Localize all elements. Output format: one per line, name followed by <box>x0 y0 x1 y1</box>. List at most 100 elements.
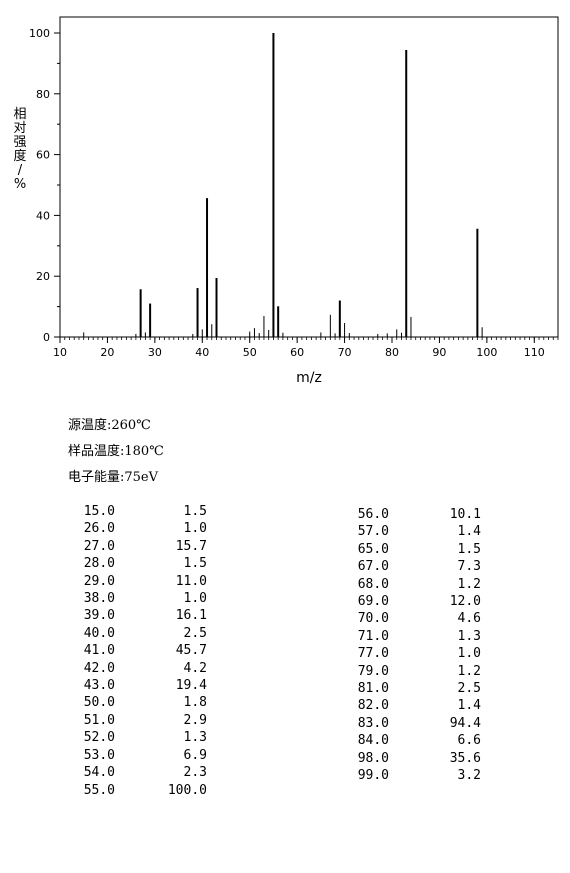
abundance-value: 1.5 <box>183 504 207 519</box>
mz-value: 42.0 <box>83 660 115 676</box>
table-row: 82.0 1.4 <box>354 697 481 714</box>
abundance-value: 94.4 <box>449 715 481 731</box>
mz-value: 50.0 <box>83 695 115 711</box>
sample-temperature: 样品温度:180℃ <box>68 444 164 459</box>
y-axis-label: 相对强度/% <box>13 107 26 192</box>
abundance-value: 7.3 <box>457 559 481 575</box>
table-row: 40.0 2.5 <box>80 625 207 642</box>
table-row: 79.0 1.2 <box>354 663 481 680</box>
abundance-value: 4.2 <box>183 660 207 676</box>
abundance-value: 1.3 <box>457 628 481 644</box>
table-row: 77.0 1.0 <box>354 645 481 662</box>
x-tick-label: 100 <box>476 346 497 359</box>
table-row: 84.0 6.6 <box>354 732 481 749</box>
table-row: 26.0 1.0 <box>80 520 207 537</box>
x-tick-label: 70 <box>338 346 352 359</box>
table-row: 71.0 1.3 <box>354 628 481 645</box>
abundance-value: 1.3 <box>183 730 207 746</box>
y-tick-label: 20 <box>36 270 50 283</box>
mass-spectrum-chart: 10 20 30 40 50 60 70 80 90 100 110 0 20 40 60 80 100 m/… <box>13 16 559 386</box>
mz-value: 52.0 <box>83 730 115 746</box>
table-row: 67.0 7.3 <box>354 558 481 575</box>
mz-value: 99.0 <box>357 768 389 784</box>
x-tick-label: 10 <box>53 346 67 359</box>
y-tick-label: 40 <box>36 209 50 222</box>
abundance-value: 10.1 <box>449 507 481 522</box>
plot-frame <box>59 16 559 338</box>
table-row: 39.0 16.1 <box>80 607 207 624</box>
table-row: 15.0 1.5 <box>80 503 207 520</box>
mz-value: 54.0 <box>83 765 115 781</box>
table-row: 52.0 1.3 <box>80 729 207 746</box>
table-row: 69.0 12.0 <box>354 593 481 610</box>
mz-value: 82.0 <box>357 698 389 714</box>
y-tick-label: 100 <box>29 27 50 40</box>
abundance-value: 19.4 <box>175 678 207 694</box>
abundance-value: 2.9 <box>183 712 207 728</box>
abundance-value: 3.2 <box>457 768 481 784</box>
abundance-value: 2.3 <box>183 765 207 781</box>
mz-value: 51.0 <box>83 712 115 728</box>
abundance-value: 1.2 <box>457 576 481 592</box>
mz-value: 56.0 <box>357 507 389 522</box>
table-row: 41.0 45.7 <box>80 642 207 659</box>
mz-value: 79.0 <box>357 663 389 679</box>
abundance-value: 35.6 <box>449 750 481 766</box>
table-row: 99.0 3.2 <box>354 767 481 784</box>
abundance-value: 1.0 <box>183 521 207 537</box>
table-row: 65.0 1.5 <box>354 541 481 558</box>
table-row: 54.0 2.3 <box>80 764 207 781</box>
table-row: 56.0 10.1 <box>354 506 481 523</box>
electron-energy: 电子能量:75eV <box>68 470 159 485</box>
mz-value: 77.0 <box>357 646 389 662</box>
abundance-value: 11.0 <box>175 573 207 589</box>
abundance-value: 16.1 <box>175 608 207 624</box>
peak-table-right: 56.0 10.1 57.0 1.4 65.0 1.5 67.0 7.3 68.0 1.2 69.0… <box>354 506 481 785</box>
abundance-value: 2.5 <box>183 625 207 641</box>
mz-value: 69.0 <box>357 594 389 610</box>
abundance-value: 100.0 <box>167 782 207 798</box>
table-row: 98.0 35.6 <box>354 750 481 767</box>
abundance-value: 6.6 <box>457 733 481 749</box>
table-row: 28.0 1.5 <box>80 555 207 572</box>
table-row: 83.0 94.4 <box>354 715 481 732</box>
abundance-value: 1.8 <box>183 695 207 711</box>
mz-value: 38.0 <box>83 591 115 607</box>
x-tick-label: 110 <box>524 346 545 359</box>
abundance-value: 1.5 <box>457 541 481 557</box>
abundance-value: 1.4 <box>457 698 481 714</box>
mz-value: 57.0 <box>357 524 389 540</box>
x-tick-label: 90 <box>432 346 446 359</box>
mz-value: 67.0 <box>357 559 389 575</box>
mz-value: 55.0 <box>83 782 115 798</box>
table-row: 57.0 1.4 <box>354 523 481 540</box>
mz-value: 68.0 <box>357 576 389 592</box>
table-row: 29.0 11.0 <box>80 573 207 590</box>
mz-value: 53.0 <box>83 747 115 763</box>
x-tick-label: 20 <box>100 346 114 359</box>
abundance-value: 1.2 <box>457 663 481 679</box>
table-row: 55.0 100.0 <box>80 782 207 799</box>
x-tick-label: 40 <box>195 346 209 359</box>
x-axis-label: m/z <box>296 370 322 386</box>
mz-value: 84.0 <box>357 733 389 749</box>
abundance-value: 15.7 <box>175 538 207 554</box>
table-row: 70.0 4.6 <box>354 610 481 627</box>
abundance-value: 2.5 <box>457 681 481 697</box>
mz-value: 83.0 <box>357 715 389 731</box>
mz-value: 71.0 <box>357 628 389 644</box>
abundance-value: 1.0 <box>183 591 207 607</box>
table-row: 27.0 15.7 <box>80 538 207 555</box>
mz-value: 15.0 <box>83 504 115 519</box>
x-tick-label: 80 <box>385 346 399 359</box>
abundance-value: 6.9 <box>183 747 207 763</box>
peak-table-left: 15.0 1.5 26.0 1.0 27.0 15.7 28.0 1.5 29.0 11.0 38.… <box>80 503 207 799</box>
table-row: 68.0 1.2 <box>354 576 481 593</box>
x-tick-label: 50 <box>243 346 257 359</box>
abundance-value: 4.6 <box>457 611 481 627</box>
mz-value: 28.0 <box>83 556 115 572</box>
mz-value: 27.0 <box>83 538 115 554</box>
mz-value: 43.0 <box>83 678 115 694</box>
abundance-value: 12.0 <box>449 594 481 610</box>
table-row: 53.0 6.9 <box>80 747 207 764</box>
